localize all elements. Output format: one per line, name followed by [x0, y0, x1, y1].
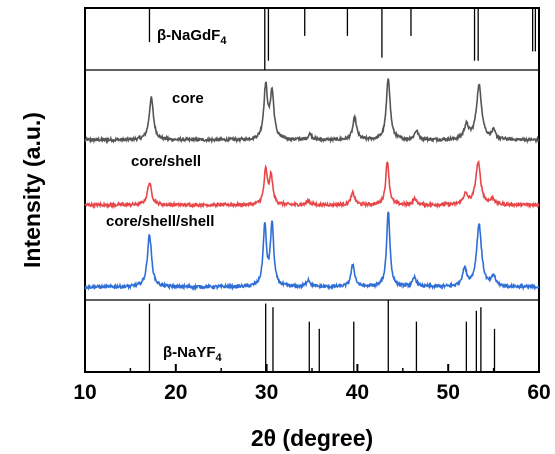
series-label-core-shell: core/shell	[131, 153, 201, 170]
x-axis-ticks: 10 20 30 40 50 60	[73, 364, 551, 404]
reference-bottom-label-main: β-NaYF	[163, 344, 216, 361]
plot-frame	[84, 7, 540, 373]
x-tick-label: 60	[527, 381, 550, 404]
series-group	[84, 78, 540, 292]
x-tick-label: 40	[346, 381, 369, 404]
x-axis-title: 2θ (degree)	[251, 425, 373, 451]
series-label-core: core	[172, 90, 204, 107]
x-tick-label: 10	[73, 381, 96, 404]
reference-bottom-label: β-NaYF4	[163, 344, 223, 364]
x-tick-label: 50	[437, 381, 460, 404]
series-line-2	[84, 211, 540, 292]
x-tick-label: 30	[255, 381, 278, 404]
reference-top-label-sub: 4	[220, 35, 227, 47]
series-line-1	[84, 159, 540, 210]
series-label-core-shell-shell: core/shell/shell	[106, 213, 214, 230]
y-axis-title: Intensity (a.u.)	[19, 112, 45, 268]
reference-top-label-main: β-NaGdF	[157, 27, 220, 44]
reference-bottom-label-sub: 4	[216, 352, 223, 364]
x-tick-label: 20	[164, 381, 187, 404]
reference-top-lines	[148, 8, 537, 70]
reference-top-label: β-NaGdF4	[157, 27, 227, 47]
reference-bottom-lines	[148, 300, 496, 372]
series-line-0	[84, 78, 540, 145]
